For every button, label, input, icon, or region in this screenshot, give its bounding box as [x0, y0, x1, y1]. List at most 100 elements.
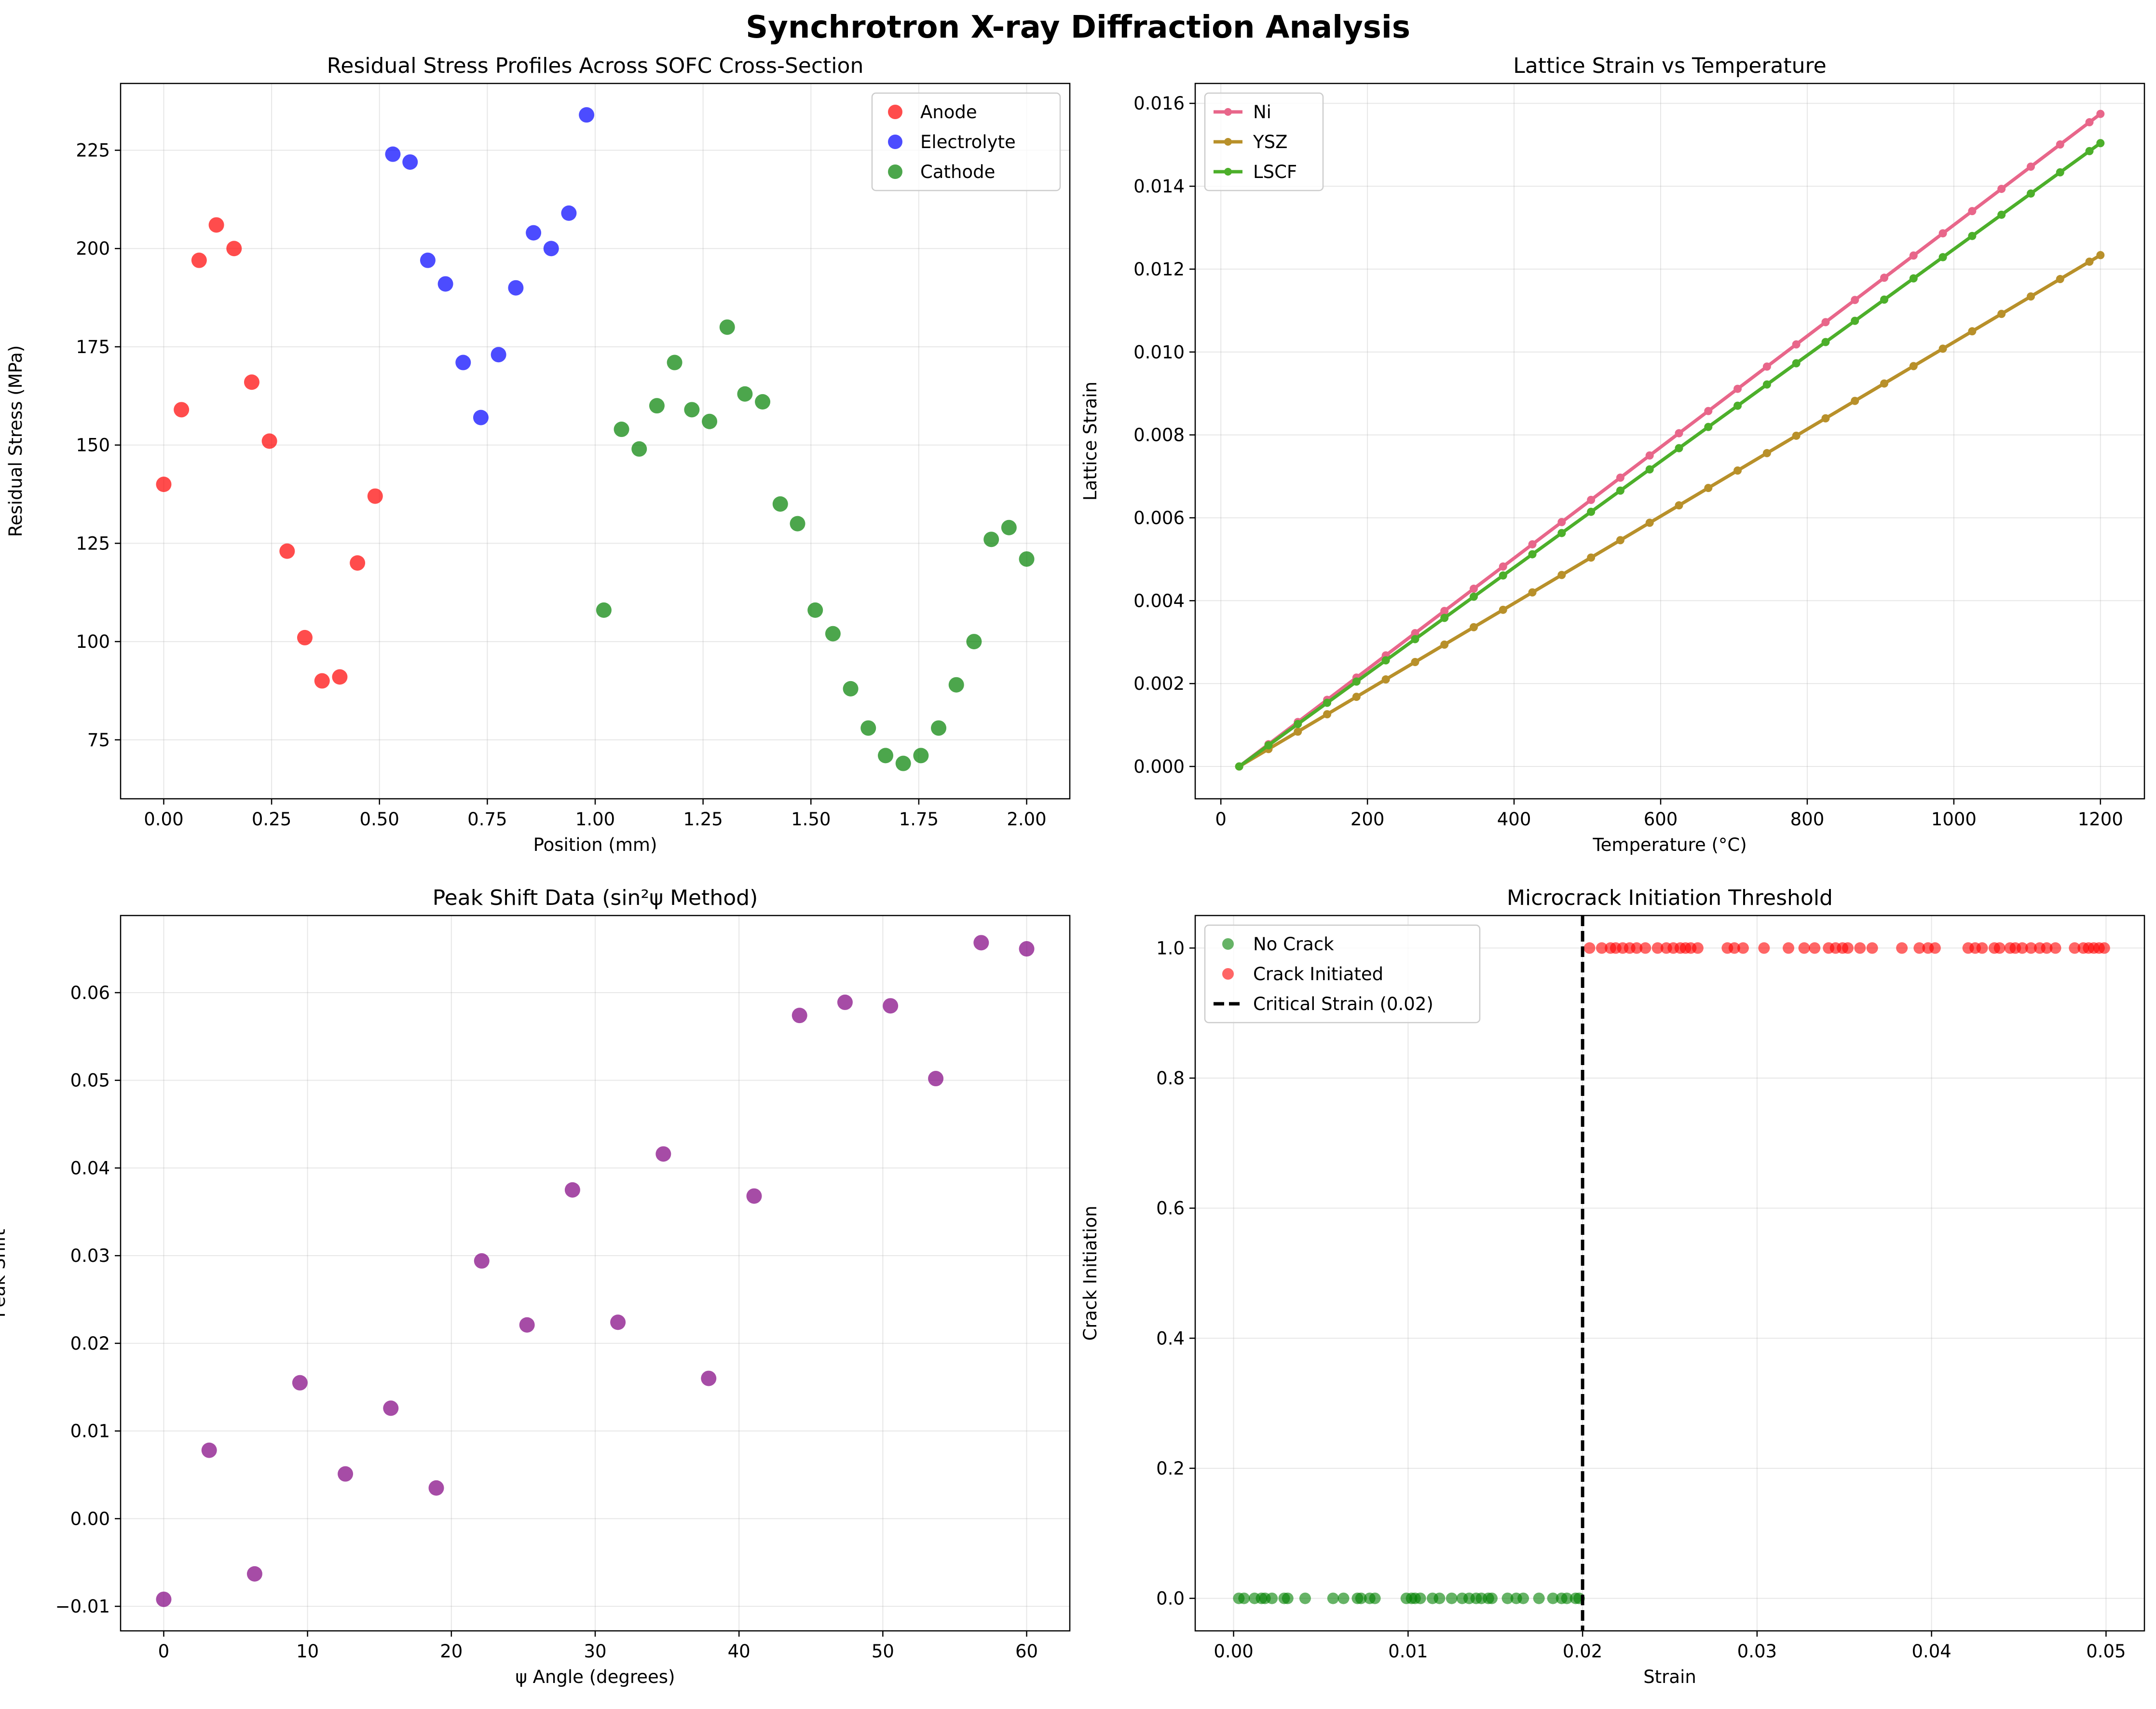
- ysz-marker: [1381, 675, 1390, 684]
- residual-stress-legend: Anode Electrolyte Cathode: [871, 92, 1061, 191]
- peak-shift-point: [519, 1317, 535, 1333]
- lscf-marker: [1528, 550, 1537, 559]
- cathode-point: [702, 413, 718, 429]
- lscf-marker: [1675, 444, 1683, 452]
- cathode-point: [860, 720, 876, 736]
- lscf-marker: [1469, 592, 1478, 601]
- no-crack-point: [1446, 1592, 1458, 1604]
- x-tick-label: 0.01: [1388, 1641, 1428, 1662]
- electrolyte-points: [385, 107, 595, 425]
- anode-point: [191, 252, 207, 268]
- ysz-marker: [2056, 275, 2064, 284]
- ni-marker: [1675, 429, 1683, 438]
- lscf-marker: [1704, 423, 1713, 431]
- y-tick-label: 225: [76, 140, 110, 161]
- anode-point: [314, 673, 330, 689]
- y-tick-label: 0.008: [1133, 425, 1185, 446]
- legend-marker-swatch: [1224, 168, 1232, 176]
- ni-marker: [1616, 473, 1624, 482]
- anode-point: [174, 402, 190, 418]
- ni-marker: [1909, 251, 1918, 260]
- x-tick-label: 50: [872, 1641, 894, 1662]
- y-tick-label: −0.01: [55, 1596, 110, 1617]
- lscf-marker: [1381, 656, 1390, 665]
- crack-initiated-point: [1692, 942, 1704, 954]
- ni-marker: [1469, 585, 1478, 593]
- y-tick-label: 175: [76, 337, 110, 357]
- crack-initiated-point: [2025, 942, 2037, 954]
- no-crack-point: [1266, 1592, 1278, 1604]
- x-tick-label: 1000: [1931, 809, 1977, 830]
- ni-marker: [1851, 296, 1859, 304]
- y-tick-label: 0.4: [1156, 1328, 1185, 1349]
- cathode-point: [667, 355, 682, 370]
- peak-shift-point: [201, 1442, 217, 1458]
- cathode-point: [631, 441, 647, 457]
- ysz-marker: [1704, 484, 1713, 492]
- ysz-marker: [1616, 536, 1624, 545]
- ysz-marker: [1968, 327, 1977, 336]
- legend-item: YSZ: [1214, 132, 1287, 152]
- y-tick-label: 0.06: [70, 983, 110, 1003]
- ni-marker: [1411, 629, 1419, 638]
- peak-shift-point: [883, 998, 899, 1014]
- lscf-marker: [1294, 720, 1302, 728]
- legend-marker-swatch: [1224, 108, 1232, 116]
- ysz-marker: [1469, 623, 1478, 631]
- y-tick-label: 150: [76, 435, 110, 456]
- crack-initiated-point: [1639, 942, 1651, 954]
- no-crack-point: [1486, 1592, 1498, 1604]
- y-tick-label: 0.02: [70, 1333, 110, 1354]
- y-tick-label: 0.002: [1133, 673, 1185, 694]
- microcrack-legend: No Crack Crack Initiated Critical Strain (…: [1204, 924, 1481, 1024]
- cathode-point: [614, 422, 629, 438]
- crack-initiated-point: [2098, 942, 2110, 954]
- ysz-marker: [2085, 257, 2094, 266]
- ni-marker: [1587, 495, 1596, 504]
- anode-point: [350, 555, 366, 571]
- electrolyte-point: [561, 205, 577, 221]
- lscf-marker: [1264, 741, 1273, 750]
- x-tick-label: 30: [584, 1641, 606, 1662]
- electrolyte-point: [437, 276, 453, 292]
- y-tick-label: 0.2: [1156, 1458, 1185, 1479]
- ysz-marker: [1557, 571, 1566, 579]
- lattice-strain-plot-frame: [1194, 82, 2145, 800]
- peak-shift-point: [928, 1071, 944, 1087]
- lscf-marker: [1557, 529, 1566, 537]
- ni-marker: [2096, 109, 2105, 118]
- cathode-point: [948, 677, 964, 693]
- y-tick-label: 0.04: [70, 1158, 110, 1178]
- y-tick-label: 125: [76, 533, 110, 554]
- no-crack-point: [1561, 1592, 1573, 1604]
- no-crack-point: [1517, 1592, 1529, 1604]
- electrolyte-point: [508, 280, 524, 296]
- anode-points: [156, 217, 383, 689]
- anode-point: [208, 217, 224, 233]
- x-tick-label: 1.00: [575, 809, 615, 830]
- ni-marker: [1968, 207, 1977, 216]
- ysz-marker: [1675, 501, 1683, 510]
- figure-title: Synchrotron X-ray Diffraction Analysis: [746, 10, 1410, 45]
- ysz-marker: [1733, 466, 1742, 475]
- crack-initiated-point: [1783, 942, 1794, 954]
- peak-shift-x-axis-label: ψ Angle (degrees): [515, 1667, 675, 1687]
- cathode-point: [931, 720, 947, 736]
- crack-initiated-points: [1583, 942, 2110, 954]
- legend-label: Critical Strain (0.02): [1253, 994, 1433, 1014]
- anode-point: [226, 241, 242, 257]
- legend-box: [1204, 924, 1481, 1024]
- y-tick-label: 100: [76, 631, 110, 652]
- ysz-marker: [1587, 553, 1596, 562]
- peak-shift-point: [156, 1591, 172, 1607]
- x-tick-label: 1.25: [683, 809, 723, 830]
- ysz-marker: [1499, 605, 1507, 614]
- cathode-point: [895, 755, 911, 771]
- x-tick-label: 60: [1015, 1641, 1038, 1662]
- ysz-marker: [1528, 588, 1537, 597]
- lscf-marker: [1587, 507, 1596, 516]
- residual-stress-panel: 0.00 0.25 0.50 0.75 1.00 1.25 1.50 1.75 2.00 75 10…: [5, 54, 1071, 855]
- lscf-marker: [1616, 486, 1624, 495]
- peak-shift-point: [246, 1566, 262, 1582]
